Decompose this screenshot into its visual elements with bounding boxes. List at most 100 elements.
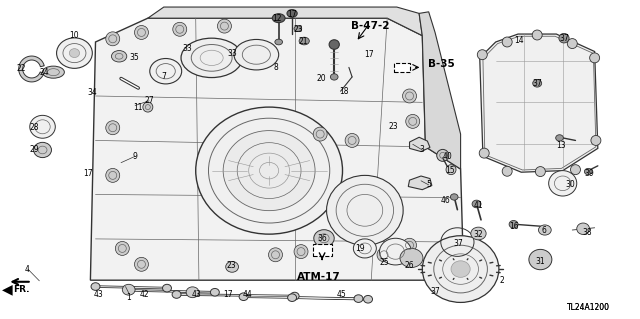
- FancyBboxPatch shape: [394, 63, 410, 72]
- Ellipse shape: [272, 14, 285, 23]
- Text: 17: 17: [287, 11, 297, 19]
- Ellipse shape: [353, 239, 376, 258]
- Ellipse shape: [559, 33, 569, 43]
- Text: 19: 19: [355, 244, 365, 253]
- Text: FR.: FR.: [13, 285, 29, 294]
- Text: 24: 24: [40, 68, 49, 77]
- Ellipse shape: [364, 295, 372, 303]
- Ellipse shape: [30, 115, 55, 138]
- Ellipse shape: [124, 286, 133, 294]
- Circle shape: [134, 26, 148, 40]
- Circle shape: [134, 257, 148, 271]
- Ellipse shape: [69, 49, 79, 57]
- Ellipse shape: [380, 238, 412, 265]
- Ellipse shape: [122, 284, 135, 295]
- Text: 20: 20: [317, 74, 326, 83]
- Text: 27: 27: [144, 96, 154, 105]
- Ellipse shape: [211, 288, 220, 296]
- Polygon shape: [148, 7, 422, 36]
- Circle shape: [313, 127, 327, 141]
- Circle shape: [477, 50, 487, 60]
- Ellipse shape: [172, 291, 181, 298]
- Circle shape: [115, 241, 129, 256]
- Text: 37: 37: [453, 239, 463, 248]
- Text: 17: 17: [223, 290, 233, 299]
- Circle shape: [446, 165, 456, 174]
- Ellipse shape: [330, 74, 338, 80]
- Ellipse shape: [354, 295, 363, 302]
- Text: 16: 16: [509, 222, 518, 231]
- Ellipse shape: [556, 135, 563, 141]
- Circle shape: [218, 19, 232, 33]
- Text: 13: 13: [557, 141, 566, 150]
- Polygon shape: [19, 56, 44, 82]
- Ellipse shape: [226, 262, 239, 272]
- Text: 33: 33: [227, 48, 237, 58]
- Text: 17: 17: [83, 169, 93, 178]
- Ellipse shape: [577, 223, 589, 234]
- Polygon shape: [408, 176, 432, 190]
- Text: B-47-2: B-47-2: [351, 21, 389, 31]
- Text: 38: 38: [582, 228, 592, 237]
- Ellipse shape: [223, 130, 315, 211]
- Text: 5: 5: [426, 181, 431, 189]
- Text: 26: 26: [404, 261, 414, 271]
- Text: 2: 2: [500, 276, 504, 285]
- Ellipse shape: [287, 10, 297, 17]
- Circle shape: [502, 166, 512, 176]
- Text: 17: 17: [364, 50, 374, 59]
- Ellipse shape: [150, 58, 182, 84]
- Text: 9: 9: [132, 152, 138, 161]
- Text: 8: 8: [273, 63, 278, 72]
- Text: 32: 32: [474, 230, 483, 239]
- Text: 10: 10: [70, 31, 79, 40]
- Circle shape: [345, 133, 359, 147]
- Ellipse shape: [294, 26, 301, 32]
- Ellipse shape: [234, 40, 278, 70]
- Text: 39: 39: [585, 169, 595, 178]
- Text: ATM-17: ATM-17: [297, 272, 340, 282]
- Ellipse shape: [33, 142, 51, 158]
- Text: 29: 29: [29, 145, 39, 154]
- Ellipse shape: [472, 200, 481, 208]
- Ellipse shape: [42, 66, 65, 78]
- Ellipse shape: [299, 37, 309, 45]
- Ellipse shape: [275, 39, 282, 45]
- Text: 22: 22: [17, 64, 26, 73]
- Circle shape: [532, 30, 542, 40]
- Text: 25: 25: [379, 258, 389, 267]
- Text: 23: 23: [388, 122, 398, 131]
- Circle shape: [406, 115, 420, 128]
- Polygon shape: [419, 12, 461, 169]
- Text: 37: 37: [559, 34, 569, 43]
- Ellipse shape: [314, 230, 334, 247]
- Text: 15: 15: [445, 166, 454, 175]
- Text: 43: 43: [191, 290, 201, 299]
- Ellipse shape: [111, 50, 127, 62]
- Circle shape: [106, 121, 120, 135]
- Polygon shape: [480, 34, 598, 172]
- Ellipse shape: [239, 293, 248, 300]
- Ellipse shape: [326, 175, 403, 245]
- Text: 23: 23: [226, 261, 236, 271]
- Circle shape: [591, 136, 601, 145]
- Ellipse shape: [56, 38, 92, 68]
- Circle shape: [403, 89, 417, 103]
- Ellipse shape: [529, 249, 552, 270]
- Circle shape: [294, 245, 308, 259]
- Text: 1: 1: [126, 293, 131, 302]
- Circle shape: [377, 248, 391, 262]
- Text: 12: 12: [273, 14, 282, 23]
- Text: 36: 36: [318, 234, 328, 243]
- Text: 18: 18: [340, 87, 349, 96]
- Ellipse shape: [509, 220, 518, 228]
- Ellipse shape: [186, 287, 199, 298]
- Circle shape: [173, 22, 187, 36]
- Ellipse shape: [538, 225, 551, 235]
- Ellipse shape: [196, 107, 342, 234]
- Text: 37: 37: [430, 287, 440, 296]
- Ellipse shape: [451, 194, 458, 200]
- Text: 46: 46: [441, 196, 451, 205]
- Circle shape: [479, 148, 489, 158]
- Ellipse shape: [532, 79, 541, 87]
